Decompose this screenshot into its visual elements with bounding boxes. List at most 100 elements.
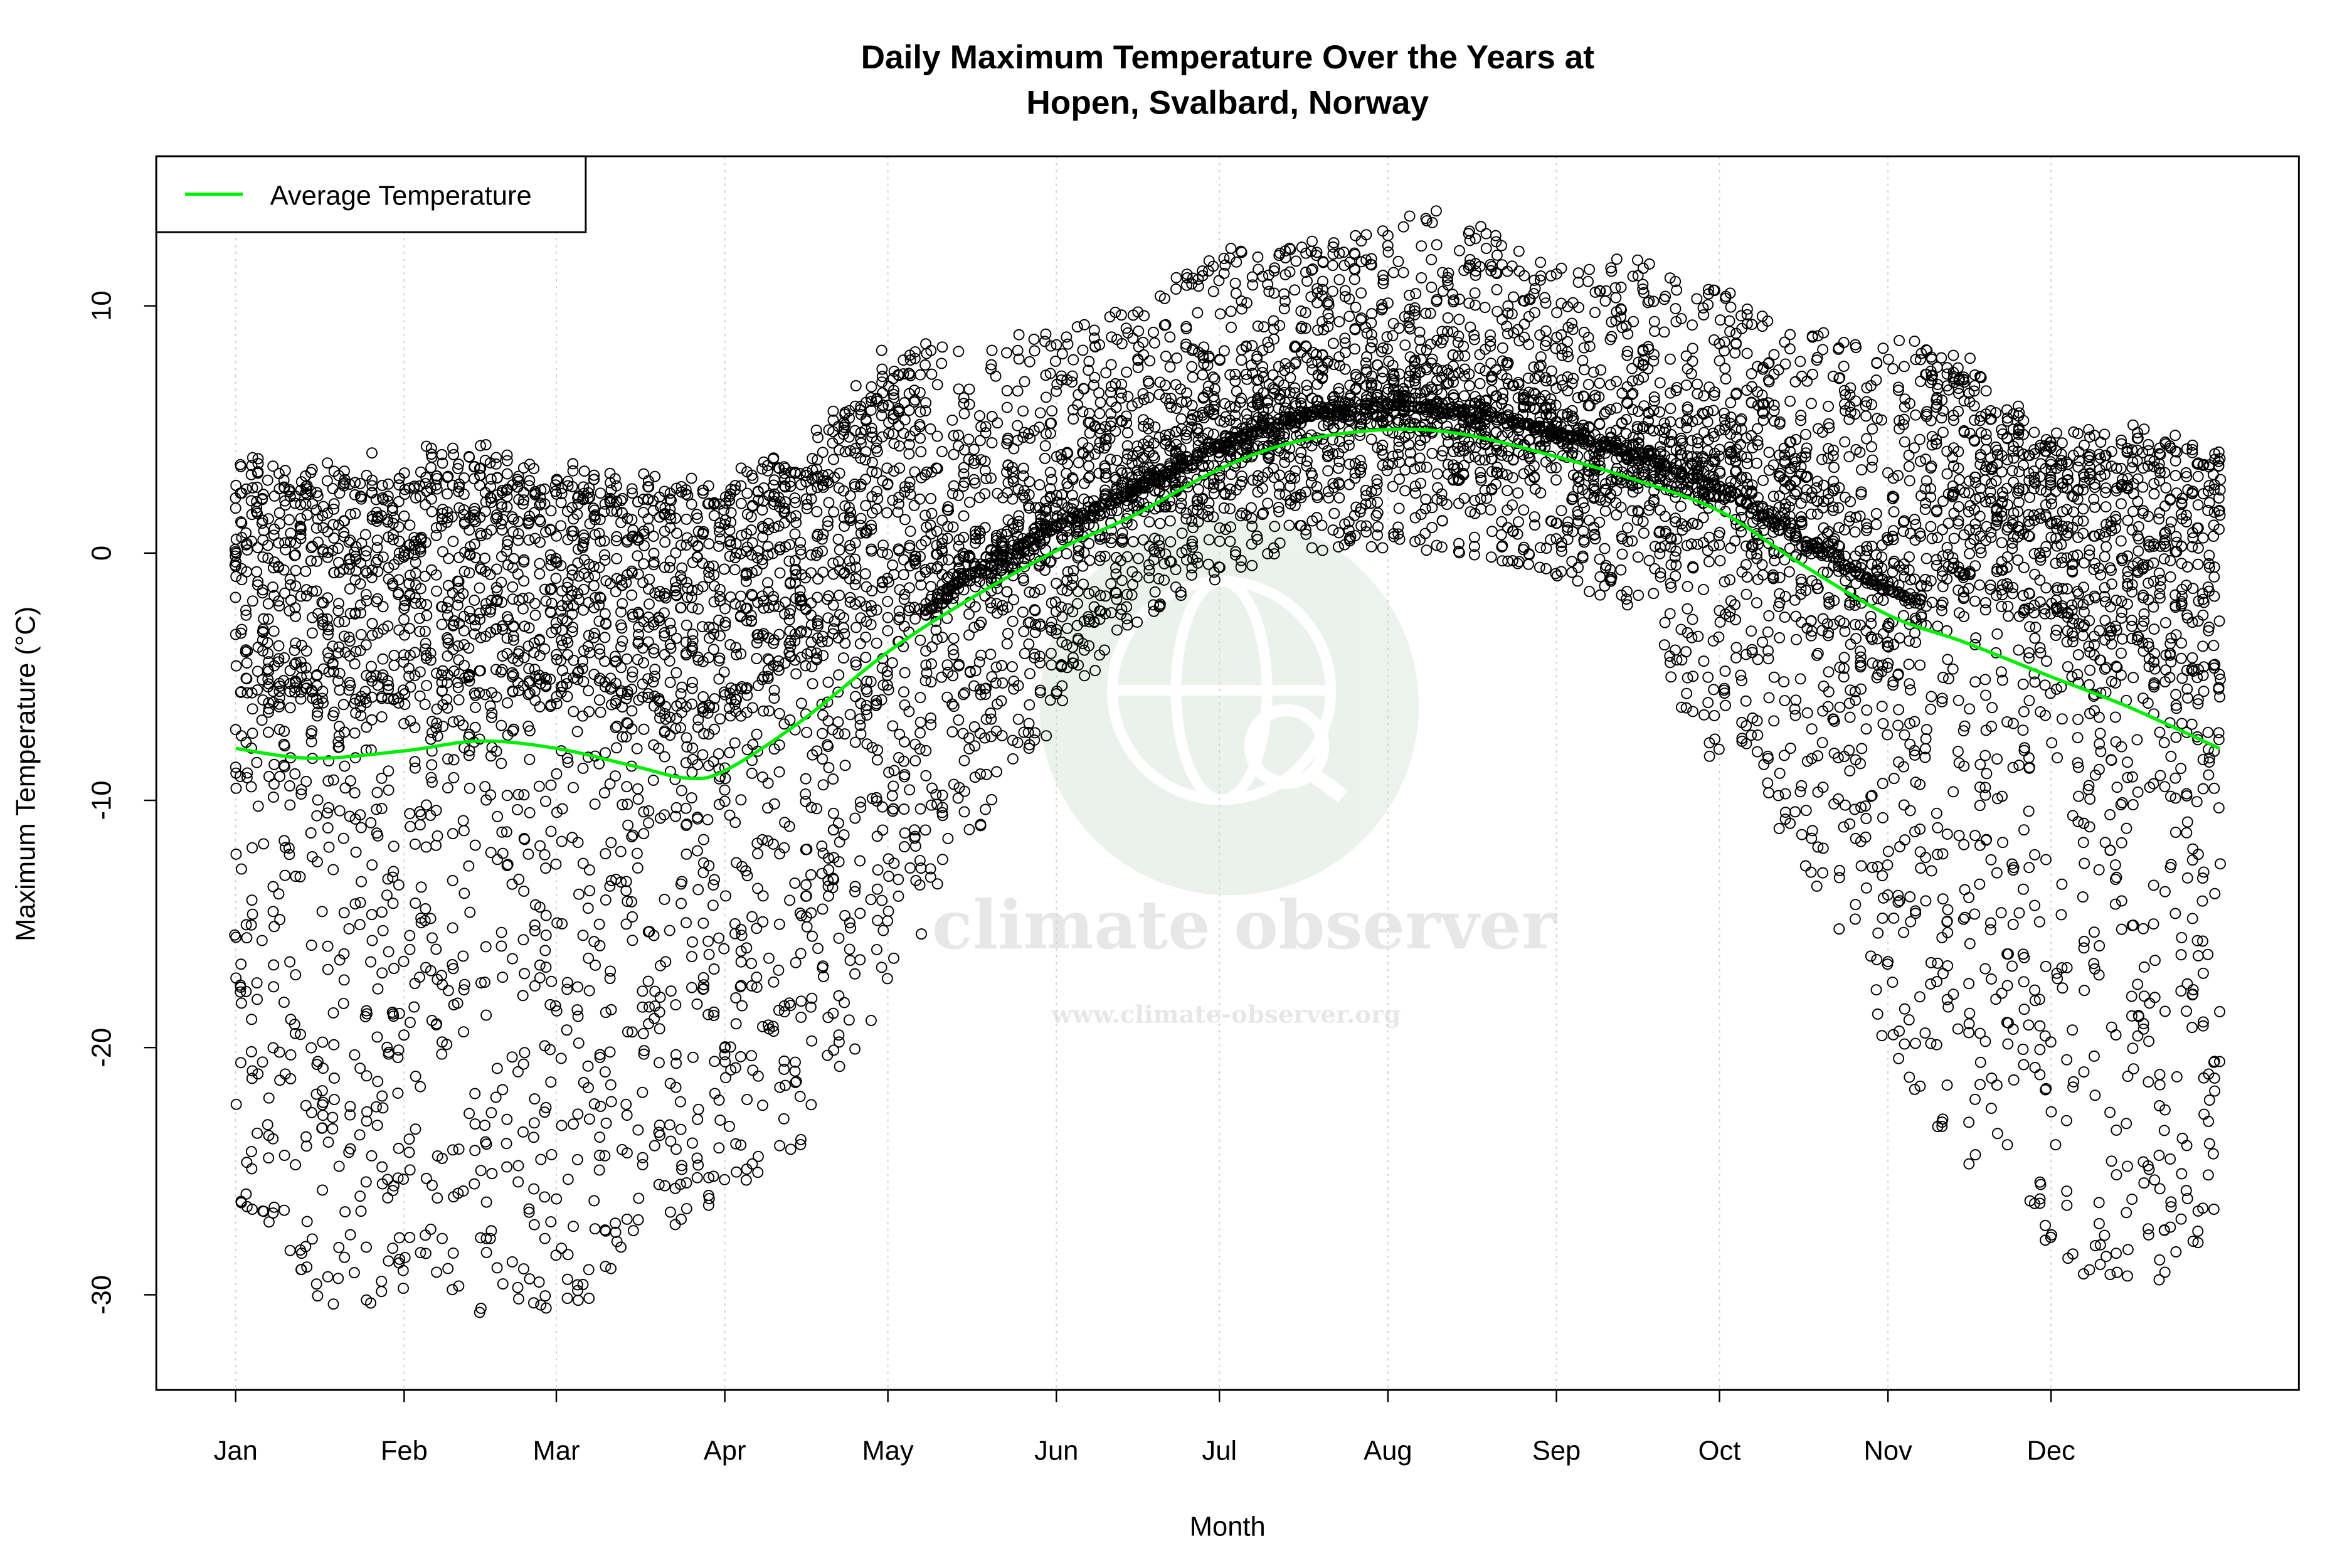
data-point	[452, 599, 464, 611]
data-point	[849, 968, 861, 980]
data-point	[1056, 348, 1068, 360]
data-point	[252, 993, 263, 1005]
data-point	[337, 832, 349, 844]
data-point	[245, 469, 257, 480]
data-point	[626, 483, 638, 495]
data-point	[1170, 272, 1182, 283]
data-point	[241, 1200, 253, 1212]
data-point	[354, 897, 366, 908]
data-point	[306, 627, 318, 639]
data-point	[512, 1281, 524, 1293]
data-point	[599, 632, 611, 644]
data-point	[339, 760, 351, 772]
data-point	[403, 1147, 415, 1158]
data-point	[926, 507, 938, 519]
data-point	[914, 803, 926, 815]
data-point	[703, 561, 715, 573]
data-point	[1224, 503, 1236, 515]
data-point	[322, 822, 334, 834]
data-point	[442, 753, 453, 765]
data-point	[595, 593, 607, 604]
data-point	[594, 1049, 606, 1061]
data-point	[1040, 328, 1052, 340]
data-point	[355, 1205, 367, 1217]
data-point	[876, 344, 887, 356]
data-point	[550, 617, 562, 628]
data-point	[235, 979, 246, 991]
data-point	[354, 490, 366, 502]
data-point	[371, 534, 383, 546]
data-point	[697, 655, 709, 667]
data-point	[1170, 283, 1182, 295]
data-point	[280, 544, 292, 556]
data-point	[246, 1065, 258, 1077]
data-point	[730, 1138, 742, 1150]
data-point	[337, 699, 349, 711]
data-point	[975, 649, 987, 661]
data-point	[734, 1051, 746, 1062]
data-point	[886, 790, 898, 802]
data-point	[420, 499, 432, 511]
data-point	[752, 629, 764, 640]
data-point	[946, 414, 958, 426]
data-point	[436, 618, 448, 630]
data-point	[806, 1035, 818, 1047]
data-point	[311, 810, 323, 822]
data-point	[545, 1216, 557, 1228]
data-point	[746, 501, 758, 512]
data-point	[839, 909, 851, 921]
data-point	[632, 1214, 644, 1226]
data-point	[991, 766, 1002, 778]
data-point	[317, 686, 329, 697]
data-point	[740, 865, 752, 877]
data-point	[588, 627, 600, 639]
data-point	[458, 825, 470, 837]
data-point	[257, 674, 268, 686]
data-point	[969, 740, 981, 752]
data-point	[582, 640, 594, 652]
data-point	[480, 1009, 492, 1021]
data-point	[626, 705, 638, 717]
data-point	[605, 965, 617, 977]
data-point	[621, 1147, 633, 1159]
data-point	[533, 673, 545, 685]
data-point	[415, 881, 427, 893]
data-point	[321, 613, 333, 625]
data-point	[681, 1203, 692, 1214]
data-point	[600, 848, 612, 860]
data-point	[517, 934, 529, 946]
data-point	[332, 543, 344, 554]
data-point	[714, 1115, 726, 1126]
data-point	[681, 732, 692, 744]
data-point	[410, 1123, 421, 1135]
data-point	[795, 1011, 807, 1023]
data-point	[523, 1206, 535, 1218]
data-point	[931, 379, 943, 391]
data-point	[881, 973, 893, 985]
data-point	[670, 810, 682, 822]
data-point	[659, 607, 670, 619]
data-point	[419, 699, 431, 711]
data-point	[524, 725, 536, 737]
data-point	[773, 964, 785, 976]
data-point	[398, 649, 410, 661]
data-point	[620, 693, 632, 705]
data-point	[262, 613, 274, 625]
data-point	[680, 488, 692, 500]
data-point	[849, 812, 861, 824]
data-point	[572, 981, 584, 993]
data-point	[475, 977, 487, 988]
data-point	[278, 760, 290, 771]
data-point	[642, 975, 654, 987]
data-point	[501, 546, 512, 557]
data-point	[958, 806, 970, 818]
data-point	[257, 489, 269, 501]
data-point	[240, 527, 252, 539]
data-point	[518, 556, 530, 568]
data-point	[393, 1007, 405, 1019]
data-point	[263, 513, 274, 525]
data-point	[611, 480, 622, 492]
data-point	[670, 512, 682, 524]
data-point	[534, 568, 546, 580]
data-point	[768, 976, 780, 988]
